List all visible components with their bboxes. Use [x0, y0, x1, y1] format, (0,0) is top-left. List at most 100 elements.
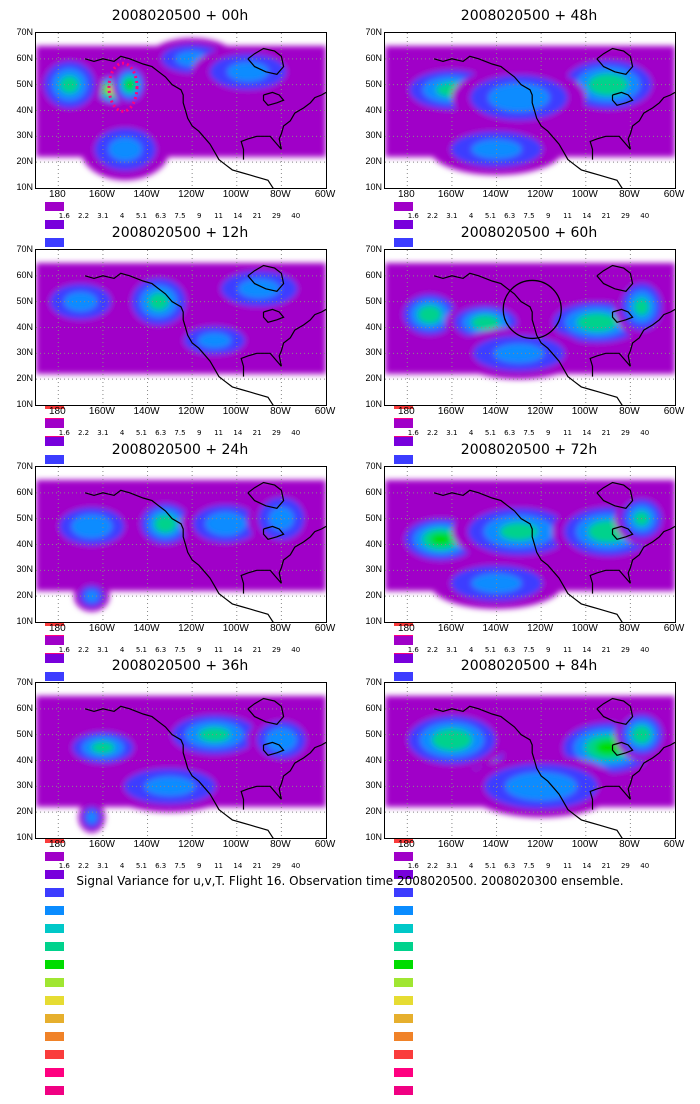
lat-tick-label: 30N — [365, 780, 382, 791]
variance-field — [385, 695, 675, 818]
colorbar-swatch — [45, 852, 65, 861]
coastline — [247, 264, 285, 292]
colorbar-swatch — [45, 419, 65, 428]
colorbar-label: 2.2 — [426, 646, 439, 654]
colorbar-label: 21 — [252, 429, 262, 437]
lon-tick-label: 160W — [88, 623, 115, 634]
lon-tick-label: 100W — [222, 839, 249, 850]
lat-tick-label: 40N — [16, 538, 33, 549]
coastline — [433, 705, 623, 838]
variance-field — [36, 479, 326, 612]
variance-field — [385, 262, 675, 380]
colorbar-label: 3.1 — [97, 212, 109, 220]
lon-tick-label: 120W — [178, 623, 205, 634]
colorbar-swatch — [45, 942, 65, 951]
lat-tick-label: 30N — [16, 130, 33, 141]
colorbar-swatch — [45, 437, 65, 446]
lat-tick-label: 70N — [365, 244, 382, 254]
colorbar — [394, 419, 414, 662]
coastline — [589, 525, 675, 594]
variance-contour — [85, 590, 99, 602]
lon-tick-label: 180 — [397, 406, 415, 417]
lat-tick-label: 10N — [365, 832, 382, 842]
lon-tick-label: 80W — [270, 406, 291, 417]
coastline — [84, 489, 274, 622]
lat-tick-label: 10N — [16, 616, 33, 626]
colorbar — [45, 419, 65, 662]
colorbar-label: 4 — [468, 646, 474, 654]
panel-title: 2008020500 + 00h — [111, 8, 249, 24]
lat-tick-label: 30N — [16, 564, 33, 575]
colorbar-swatch — [45, 924, 65, 933]
coastline — [240, 91, 326, 160]
lon-tick-label: 100W — [571, 839, 598, 850]
variance-map — [35, 32, 327, 189]
colorbar-label: 14 — [582, 646, 592, 654]
variance-contour — [227, 62, 269, 82]
colorbar-swatch — [394, 220, 414, 229]
lat-tick-label: 30N — [365, 564, 382, 575]
colorbar-label: 40 — [291, 646, 301, 654]
lat-tick-label: 50N — [16, 728, 33, 739]
colorbar-swatch — [394, 906, 414, 915]
colorbar-label: 40 — [640, 862, 650, 870]
lon-tick-label: 120W — [527, 623, 554, 634]
lon-tick-label: 160W — [88, 189, 115, 200]
colorbar-swatch — [45, 996, 65, 1005]
colorbar-label: 9 — [546, 212, 551, 220]
variance-contour — [71, 514, 113, 539]
lat-tick-label: 50N — [365, 78, 382, 89]
coastline — [247, 697, 285, 725]
lat-tick-label: 30N — [365, 130, 382, 141]
colorbar-label: 3.1 — [446, 429, 458, 437]
colorbar-label: 5.1 — [484, 646, 496, 654]
colorbar-label: 9 — [546, 429, 551, 437]
colorbar-label: 1.6 — [58, 646, 70, 654]
colorbar-label: 29 — [620, 212, 630, 220]
colorbar-swatch — [45, 1032, 65, 1041]
lat-tick-label: 30N — [16, 347, 33, 358]
colorbar-swatch — [394, 636, 414, 645]
lon-tick-label: 60W — [663, 189, 685, 200]
variance-contour — [205, 511, 247, 536]
colorbar-label: 2.2 — [77, 646, 90, 654]
lon-tick-label: 60W — [314, 839, 336, 850]
coastline — [433, 489, 623, 622]
variance-contour — [108, 137, 142, 161]
colorbar-label: 6.3 — [155, 429, 167, 437]
colorbar-label: 14 — [233, 862, 243, 870]
colorbar-label: 1.6 — [58, 212, 70, 220]
dotted-outline — [107, 61, 139, 113]
colorbar-label: 1.6 — [58, 862, 70, 870]
variance-field — [36, 695, 326, 833]
variance-contour — [197, 332, 232, 349]
colorbar-swatch — [45, 960, 65, 969]
colorbar-label: 2.2 — [426, 429, 439, 437]
colorbar-swatch — [45, 636, 65, 645]
lon-tick-label: 60W — [314, 623, 336, 634]
colorbar-swatch — [394, 1068, 414, 1077]
variance-contour — [417, 305, 442, 324]
coastline — [589, 741, 675, 810]
coastline — [84, 55, 274, 188]
lat-tick-label: 70N — [16, 461, 33, 471]
lon-tick-label: 80W — [619, 406, 640, 417]
colorbar-label: 29 — [271, 862, 281, 870]
lat-tick-label: 70N — [16, 244, 33, 254]
colorbar-label: 40 — [291, 429, 301, 437]
colorbar-swatch — [394, 419, 414, 428]
colorbar-swatch — [45, 238, 65, 247]
colorbar-label: 1.6 — [407, 862, 419, 870]
colorbar-swatch — [394, 888, 414, 897]
colorbar-label: 7.5 — [174, 646, 186, 654]
lon-tick-label: 120W — [178, 406, 205, 417]
variance-contour — [198, 727, 231, 743]
colorbar-label: 3.1 — [446, 212, 458, 220]
map-svg — [385, 250, 675, 405]
colorbar-swatch — [394, 1032, 414, 1041]
lon-tick-label: 140W — [133, 189, 160, 200]
lon-tick-label: 180 — [48, 623, 66, 634]
colorbar-label: 2.2 — [77, 429, 90, 437]
lon-tick-label: 80W — [619, 189, 640, 200]
colorbar-swatch — [394, 978, 414, 987]
